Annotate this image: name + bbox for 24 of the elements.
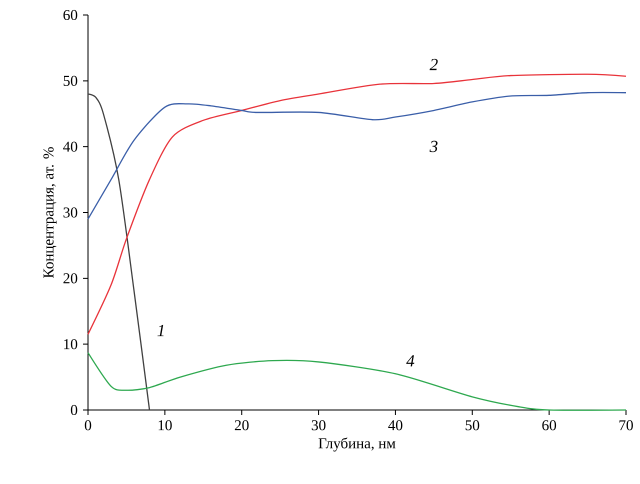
line-series (87, 92, 627, 220)
y-tick-label: 50 (64, 76, 78, 86)
y-tick-label: 40 (63, 142, 78, 152)
line-series (87, 74, 627, 335)
x-tick-label: 40 (388, 420, 402, 430)
x-axis-title: Глубина, нм (318, 438, 396, 452)
series-label: 1 (157, 324, 164, 336)
x-tick-label: 10 (158, 420, 172, 430)
x-tick-label: 0 (84, 420, 92, 430)
y-tick-label: 10 (64, 339, 78, 350)
x-tick-label: 70 (619, 420, 633, 430)
series-label: 4 (406, 355, 414, 366)
y-tick-label: 60 (63, 10, 78, 20)
y-tick-label: 0 (70, 404, 78, 416)
x-tick-label: 50 (466, 420, 480, 430)
x-tick-label: 20 (234, 420, 249, 430)
line-series (87, 93, 150, 411)
x-tick-label: 60 (542, 420, 556, 430)
series-label: 3 (430, 140, 438, 152)
x-tick-label: 30 (312, 420, 326, 430)
y-tick-label: 20 (63, 273, 78, 284)
y-tick-label: 30 (64, 207, 78, 218)
series-label: 2 (430, 58, 438, 70)
y-axis-title: Концентрация, ат. % (43, 147, 57, 278)
